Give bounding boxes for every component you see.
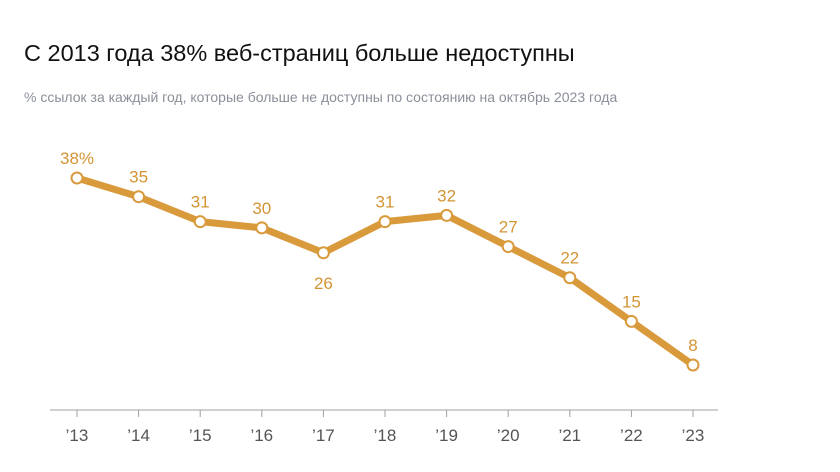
- data-label: 31: [376, 193, 395, 212]
- x-tick-label: ’13: [66, 426, 89, 445]
- x-tick-label: ’14: [127, 426, 150, 445]
- x-tick-label: ’18: [374, 426, 397, 445]
- x-tick-label: ’21: [558, 426, 581, 445]
- data-point: [132, 190, 146, 204]
- data-markers: [70, 171, 700, 372]
- data-label: 15: [622, 292, 641, 311]
- data-point: [316, 246, 330, 260]
- chart-title: С 2013 года 38% веб-страниц больше недос…: [24, 40, 575, 66]
- x-tick-label: ’19: [435, 426, 458, 445]
- data-label: 27: [499, 218, 518, 237]
- data-point: [501, 240, 515, 254]
- data-label: 38%: [60, 149, 94, 168]
- x-tick-label: ’22: [620, 426, 643, 445]
- x-tick-label: ’17: [312, 426, 335, 445]
- x-tick-label: ’23: [682, 426, 705, 445]
- x-tick-label: ’20: [497, 426, 520, 445]
- x-axis-tick-labels: ’13 ’14 ’15 ’16 ’17 ’18 ’19 ’20 ’21 ’22 ’23: [66, 426, 705, 445]
- data-label: 26: [314, 274, 333, 293]
- x-tick-label: ’15: [189, 426, 212, 445]
- data-point: [686, 358, 700, 372]
- x-tick-label: ’16: [250, 426, 273, 445]
- chart-subtitle: % ссылок за каждый год, которые больше н…: [24, 89, 618, 105]
- data-point: [378, 215, 392, 229]
- data-point: [255, 221, 269, 235]
- data-labels: 38% 35 31 30 26 31 32 27 22 15 8: [60, 149, 698, 355]
- data-point: [563, 271, 577, 285]
- data-label: 30: [252, 199, 271, 218]
- data-point: [193, 215, 207, 229]
- data-label: 35: [129, 168, 148, 187]
- data-point: [440, 208, 454, 222]
- x-axis-ticks: [76, 410, 694, 417]
- data-label: 22: [560, 249, 579, 268]
- data-label: 31: [191, 193, 210, 212]
- data-point: [70, 171, 84, 185]
- data-label: 32: [437, 186, 456, 205]
- data-label: 8: [688, 336, 697, 355]
- data-point: [624, 314, 638, 328]
